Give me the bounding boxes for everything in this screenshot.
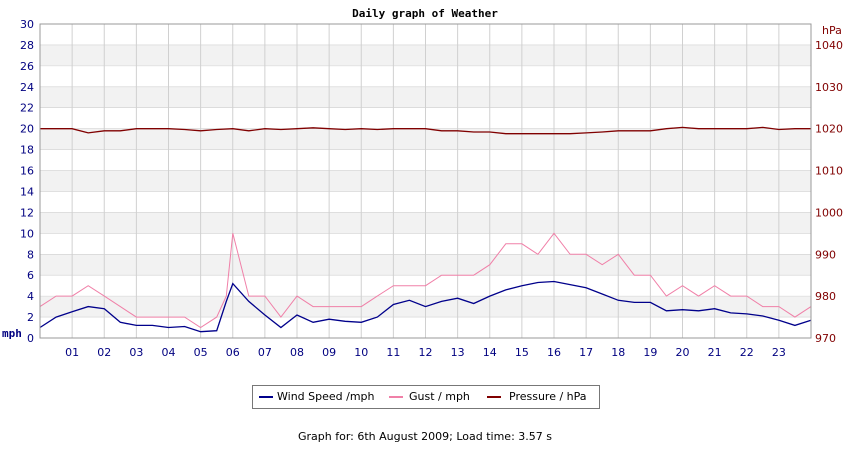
y-tick-label-right: 970 <box>815 332 836 345</box>
y-tick-label-right: 980 <box>815 290 836 303</box>
legend-swatch-gust <box>389 396 403 398</box>
y-tick-label-left: 22 <box>20 102 34 115</box>
y-tick-label-right: 1030 <box>815 81 843 94</box>
chart-title: Daily graph of Weather <box>352 7 498 20</box>
y-tick-label-left: 14 <box>20 185 34 198</box>
y-tick-label-right: 1020 <box>815 123 843 136</box>
y-tick-label-left: 26 <box>20 60 34 73</box>
legend-label-wind: Wind Speed /mph <box>277 390 375 403</box>
y-tick-label-left: 0 <box>27 332 34 345</box>
y-tick-label-left: 10 <box>20 227 34 240</box>
x-tick-label: 01 <box>65 346 79 359</box>
x-tick-label: 09 <box>322 346 336 359</box>
y-tick-label-right: 1010 <box>815 165 843 178</box>
y-tick-label-right: 990 <box>815 248 836 261</box>
x-tick-label: 03 <box>129 346 143 359</box>
y-tick-label-left: 16 <box>20 165 34 178</box>
x-tick-label: 06 <box>226 346 240 359</box>
pressure-line <box>40 126 811 135</box>
y-tick-label-right: 1000 <box>815 206 843 219</box>
x-tick-label: 15 <box>515 346 529 359</box>
x-tick-label: 18 <box>611 346 625 359</box>
x-tick-label: 13 <box>451 346 465 359</box>
legend-label-gust: Gust / mph <box>409 390 470 403</box>
legend-label-pressure: Pressure / hPa <box>509 390 587 403</box>
x-tick-label: 02 <box>97 346 111 359</box>
x-tick-label: 23 <box>772 346 786 359</box>
gust-line <box>39 232 812 329</box>
y-tick-label-left: 18 <box>20 144 34 157</box>
y-tick-label-right: 1040 <box>815 39 843 52</box>
y-tick-label-left: 2 <box>27 311 34 324</box>
legend-swatch-wind <box>259 396 273 398</box>
x-tick-label: 16 <box>547 346 561 359</box>
x-tick-label: 20 <box>676 346 690 359</box>
x-tick-label: 04 <box>162 346 176 359</box>
y-tick-label-left: 12 <box>20 206 34 219</box>
x-tick-label: 14 <box>483 346 497 359</box>
legend: Wind Speed /mph Gust / mph Pressure / hP… <box>252 385 600 409</box>
x-tick-label: 11 <box>386 346 400 359</box>
y-tick-label-left: 24 <box>20 81 34 94</box>
x-tick-label: 21 <box>708 346 722 359</box>
x-tick-label: 12 <box>419 346 433 359</box>
y-tick-label-left: 6 <box>27 269 34 282</box>
y-tick-label-left: 20 <box>20 123 34 136</box>
x-tick-label: 22 <box>740 346 754 359</box>
plot-frame <box>39 23 812 339</box>
y-tick-label-left: 30 <box>20 18 34 31</box>
left-axis-unit: mph <box>2 327 22 340</box>
right-axis-unit: hPa <box>822 24 842 37</box>
x-tick-label: 05 <box>194 346 208 359</box>
x-tick-label: 19 <box>643 346 657 359</box>
x-tick-label: 07 <box>258 346 272 359</box>
y-tick-label-left: 4 <box>27 290 34 303</box>
x-tick-label: 10 <box>354 346 368 359</box>
legend-swatch-pressure <box>487 396 501 398</box>
x-tick-label: 17 <box>579 346 593 359</box>
y-tick-label-left: 8 <box>27 248 34 261</box>
x-tick-label: 08 <box>290 346 304 359</box>
wind-speed-line <box>39 280 812 333</box>
graph-footer: Graph for: 6th August 2009; Load time: 3… <box>298 430 552 443</box>
y-tick-label-left: 28 <box>20 39 34 52</box>
